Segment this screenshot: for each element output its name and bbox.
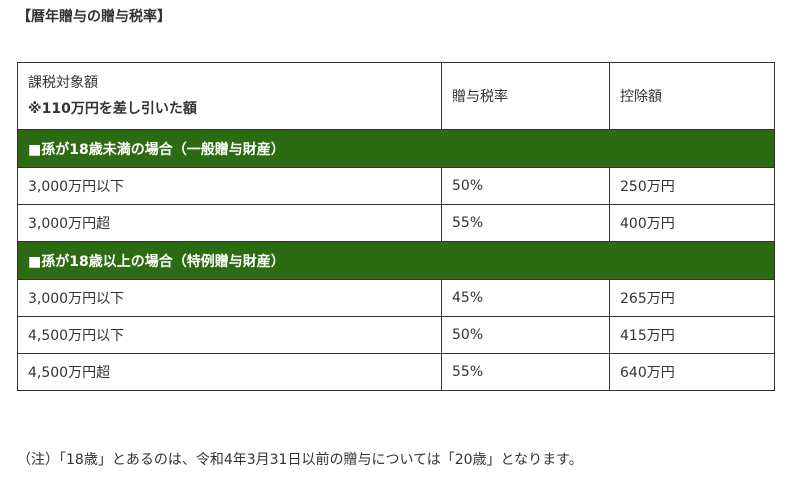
amount-cell: 4,500万円超	[17, 353, 442, 391]
deduction-cell: 400万円	[609, 204, 775, 242]
deduction-cell: 415万円	[609, 316, 775, 354]
amount-cell: 3,000万円以下	[17, 279, 442, 317]
deduction-cell: 250万円	[609, 167, 775, 205]
section-title: ■孫が18歳以上の場合（特例贈与財産）	[17, 241, 775, 280]
rate-cell: 55%	[441, 353, 610, 391]
rate-cell: 45%	[441, 279, 610, 317]
table-row: 3,000万円超 55% 400万円	[17, 204, 775, 242]
rate-cell: 50%	[441, 167, 610, 205]
section-18-and-over: ■孫が18歳以上の場合（特例贈与財産）	[17, 241, 775, 280]
section-under-18: ■孫が18歳未満の場合（一般贈与財産）	[17, 129, 775, 168]
rate-cell: 55%	[441, 204, 610, 242]
amount-cell: 3,000万円以下	[17, 167, 442, 205]
header-tax-rate: 贈与税率	[441, 62, 610, 130]
table-header-row: 課税対象額 ※110万円を差し引いた額 贈与税率 控除額	[17, 62, 775, 130]
deduction-cell: 265万円	[609, 279, 775, 317]
header-taxable-amount-label: 課税対象額	[28, 75, 98, 91]
rate-cell: 50%	[441, 316, 610, 354]
page-heading: 【暦年贈与の贈与税率】	[17, 9, 171, 25]
header-deduction: 控除額	[609, 62, 775, 130]
table-row: 4,500万円超 55% 640万円	[17, 353, 775, 391]
amount-cell: 3,000万円超	[17, 204, 442, 242]
table-row: 3,000万円以下 50% 250万円	[17, 167, 775, 205]
table-row: 3,000万円以下 45% 265万円	[17, 279, 775, 317]
footnote: （注）「18歳」とあるのは、令和4年3月31日以前の贈与については「20歳」とな…	[17, 452, 583, 468]
table-row: 4,500万円以下 50% 415万円	[17, 316, 775, 354]
amount-cell: 4,500万円以下	[17, 316, 442, 354]
section-title: ■孫が18歳未満の場合（一般贈与財産）	[17, 129, 775, 168]
deduction-cell: 640万円	[609, 353, 775, 391]
gift-tax-rate-table: 課税対象額 ※110万円を差し引いた額 贈与税率 控除額 ■孫が18歳未満の場合…	[17, 62, 775, 391]
header-taxable-amount: 課税対象額 ※110万円を差し引いた額	[17, 62, 442, 130]
header-taxable-amount-note: ※110万円を差し引いた額	[28, 101, 197, 117]
